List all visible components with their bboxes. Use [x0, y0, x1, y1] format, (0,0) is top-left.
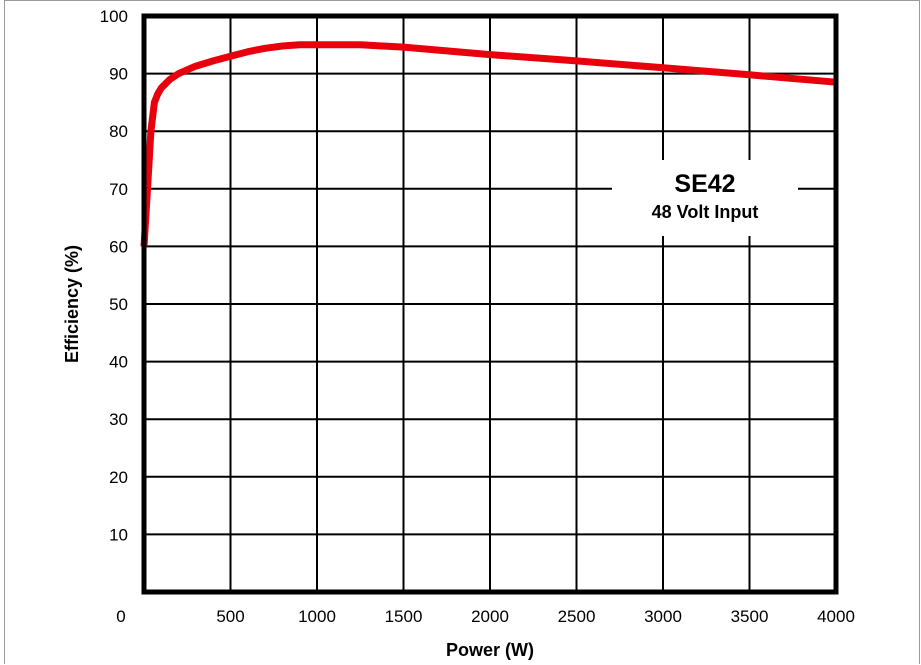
efficiency-curve	[140, 41, 837, 247]
y-tick-label: 10	[109, 525, 128, 544]
annotation: SE42 48 Volt Input	[612, 160, 798, 236]
series-layer	[140, 41, 837, 247]
y-tick-label: 80	[109, 122, 128, 141]
y-tick-label: 60	[109, 237, 128, 256]
x-tick-label: 1000	[298, 607, 336, 626]
annotation-subtitle: 48 Volt Input	[652, 202, 759, 222]
annotation-title: SE42	[674, 170, 735, 198]
x-tick-label: 1500	[385, 607, 423, 626]
x-tick-label: 500	[216, 607, 244, 626]
annotation-background	[612, 160, 798, 236]
x-tick-label: 2000	[471, 607, 509, 626]
tick-labels: 0 500 1000 1500 2000 2500 3000 3500 4000 10 20 30 40…	[100, 7, 855, 626]
y-tick-label: 30	[109, 410, 128, 429]
x-tick-label: 4000	[817, 607, 855, 626]
plot-border	[141, 13, 839, 595]
y-tick-label: 40	[109, 353, 128, 372]
x-axis-title: Power (W)	[446, 640, 534, 660]
grid	[144, 16, 836, 592]
x-tick-label: 3000	[644, 607, 682, 626]
y-tick-label: 70	[109, 180, 128, 199]
y-axis-title: Efficiency (%)	[62, 245, 82, 363]
y-tick-label: 50	[109, 295, 128, 314]
y-tick-label: 90	[109, 65, 128, 84]
y-tick-label: 100	[100, 7, 128, 26]
chart-frame	[4, 0, 920, 664]
x-tick-label: 3500	[731, 607, 769, 626]
x-tick-label: 2500	[558, 607, 596, 626]
x-tick-label: 0	[116, 607, 125, 626]
y-tick-label: 20	[109, 468, 128, 487]
